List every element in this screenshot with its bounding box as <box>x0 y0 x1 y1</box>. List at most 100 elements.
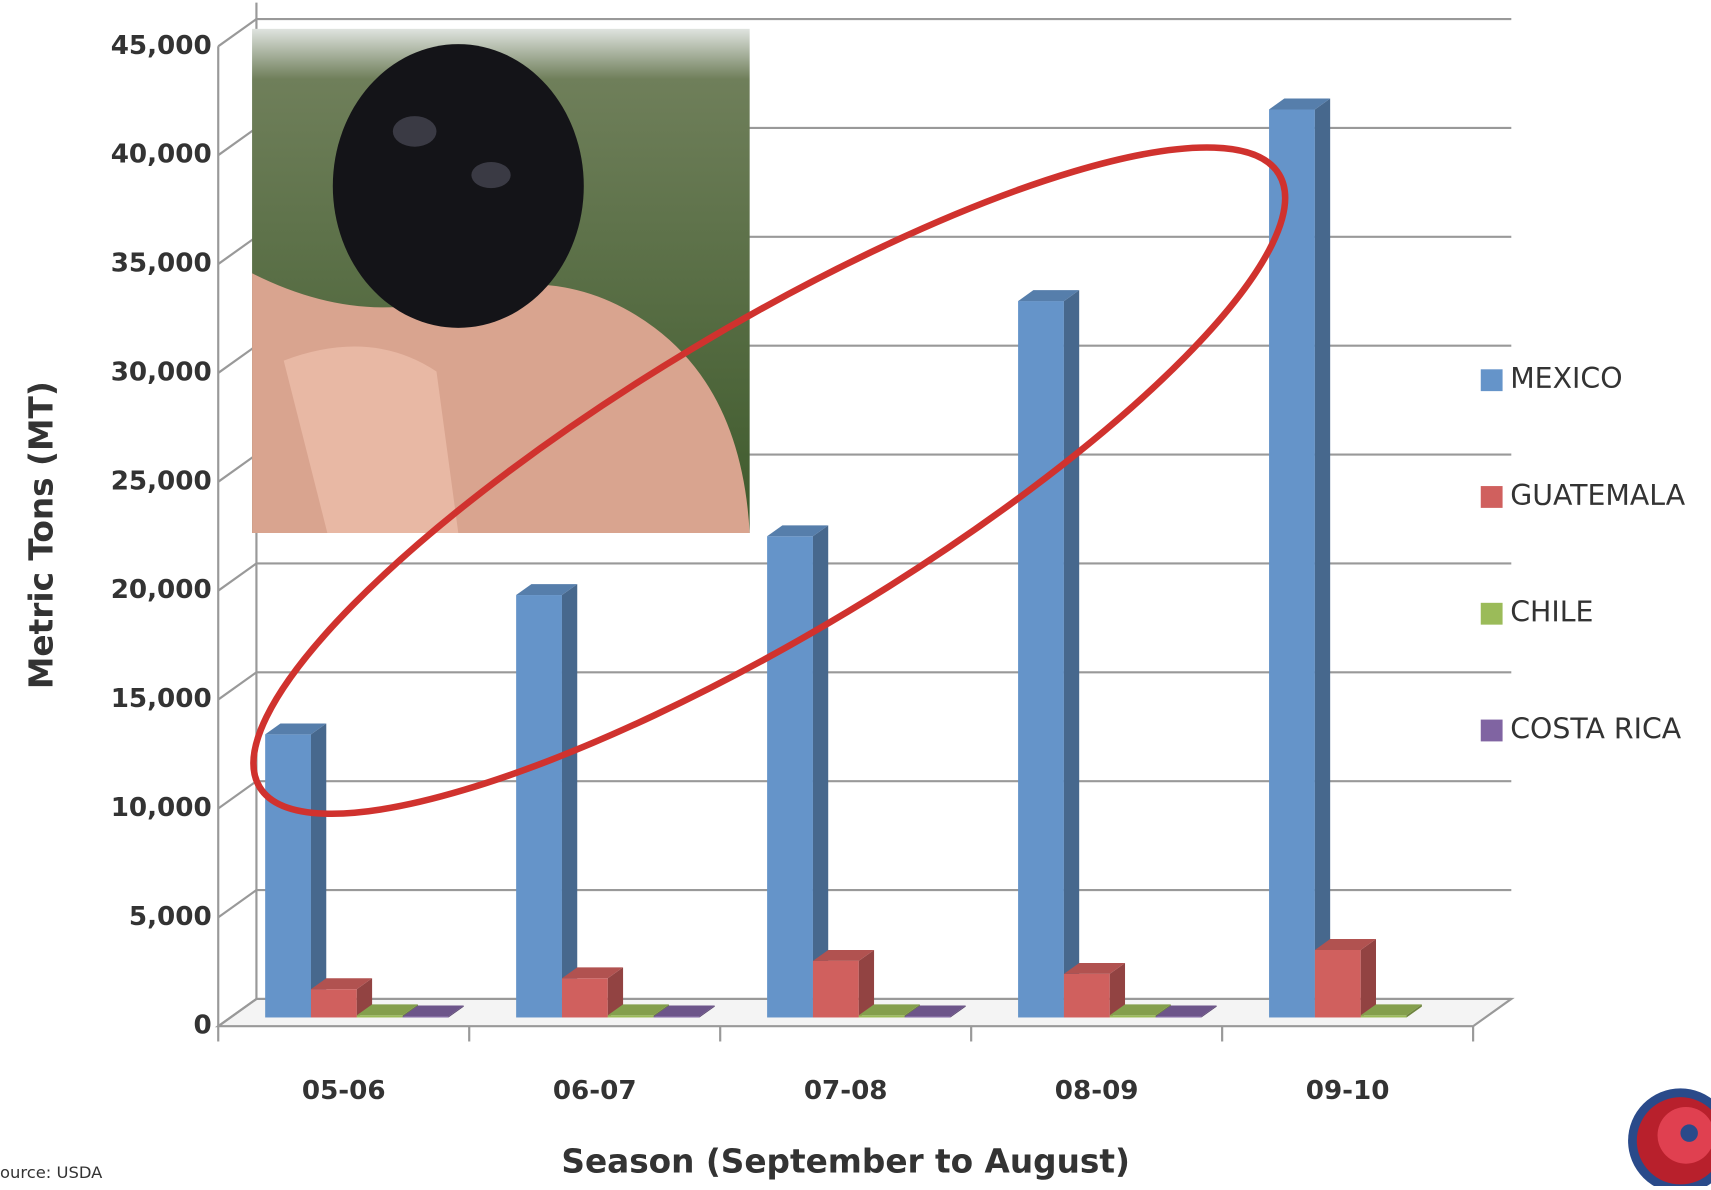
bar-top <box>812 949 875 961</box>
bar-side <box>950 1005 966 1018</box>
bar-front <box>607 1015 654 1018</box>
bar-front <box>904 1016 951 1018</box>
source-note: ource: USDA <box>0 1163 103 1182</box>
bar-top <box>356 1004 418 1016</box>
bar <box>1063 963 1126 1018</box>
y-tick-mark <box>217 889 258 919</box>
bar-top <box>858 1004 920 1016</box>
bar-front <box>1063 973 1110 1018</box>
bar-front <box>1314 949 1361 1018</box>
bar-front <box>1109 1015 1156 1018</box>
bar-top <box>1314 939 1377 950</box>
y-tick-label: 10,000 <box>111 793 212 823</box>
plot-area: 0 5,000 10,000 15,000 20,000 25,000 30,000 35,0… <box>111 2 1515 1106</box>
highlight-ellipse <box>250 144 1289 817</box>
legend-swatch <box>1480 602 1503 625</box>
bar-top <box>1155 1005 1217 1017</box>
bar-top <box>767 525 829 537</box>
y-tick-mark <box>217 562 258 592</box>
bar-top <box>402 1005 464 1017</box>
bar-top <box>310 978 373 990</box>
photo <box>252 28 750 533</box>
y-tick-mark <box>217 671 258 701</box>
bar-top <box>516 584 578 596</box>
bar-front <box>1155 1016 1202 1018</box>
bar-top <box>265 723 327 735</box>
bar-side <box>1109 963 1126 1018</box>
bar <box>1155 1005 1217 1018</box>
y-tick-label: 5,000 <box>129 902 212 932</box>
bar-top <box>1109 1004 1171 1016</box>
bar-top <box>1269 98 1331 110</box>
bar <box>561 967 624 1018</box>
bar <box>812 949 875 1018</box>
legend-swatch <box>1480 486 1503 508</box>
y-tick-label: 20,000 <box>111 575 212 605</box>
y-tick-label: 35,000 <box>111 249 212 279</box>
x-tick-label: 06-07 <box>553 1076 637 1106</box>
y-tick-label: 30,000 <box>111 357 212 387</box>
bar-front <box>767 536 813 1018</box>
y-tick-mark <box>217 453 258 483</box>
bar-front <box>1018 301 1064 1018</box>
bar-front <box>402 1016 449 1018</box>
bar-side <box>1314 98 1331 1018</box>
bar-front <box>516 595 562 1018</box>
x-axis-title: Season (September to August) <box>561 1143 1130 1181</box>
bar-side <box>448 1005 464 1018</box>
bar <box>265 723 327 1018</box>
bar-side <box>1201 1005 1217 1018</box>
y-tick-label: 25,000 <box>111 466 212 496</box>
bar-front <box>1360 1015 1407 1018</box>
bar-side <box>1360 939 1377 1018</box>
x-tick-label: 09-10 <box>1306 1076 1390 1106</box>
bar-side <box>858 949 875 1018</box>
bar <box>516 584 578 1018</box>
x-tick-label: 07-08 <box>804 1076 888 1106</box>
y-tick-label: 40,000 <box>111 140 212 170</box>
bar <box>1314 939 1377 1018</box>
bar-top <box>1018 290 1080 302</box>
bar-top <box>904 1005 966 1017</box>
logo <box>1628 1088 1711 1190</box>
bar-side <box>310 723 327 1018</box>
bar <box>767 525 829 1018</box>
bar <box>904 1005 966 1018</box>
bar <box>310 978 373 1018</box>
bar-top <box>653 1005 715 1017</box>
bar-side <box>812 525 829 1018</box>
bar-side <box>1063 290 1080 1018</box>
bar-front <box>265 734 311 1018</box>
bar-front <box>1269 109 1315 1018</box>
bar-front <box>812 960 859 1018</box>
bar <box>402 1005 464 1018</box>
y-tick-mark <box>217 127 258 157</box>
bar-side <box>1406 1004 1422 1018</box>
bar-top <box>1063 963 1126 974</box>
y-tick-label: 0 <box>193 1011 211 1041</box>
legend-swatch <box>1480 369 1503 392</box>
y-tick-mark <box>217 780 258 810</box>
legend-label: COSTA RICA <box>1510 712 1682 745</box>
x-tick-label: 05-06 <box>302 1076 386 1106</box>
bar-side <box>607 967 624 1018</box>
bar <box>1018 290 1080 1018</box>
legend-swatch <box>1480 719 1503 742</box>
bar-top <box>561 967 624 979</box>
bar-side <box>561 584 578 1018</box>
bar-top <box>607 1004 669 1016</box>
bar-front <box>356 1015 403 1018</box>
y-tick-mark <box>217 344 258 374</box>
bar <box>653 1005 715 1018</box>
bar-front <box>310 989 357 1018</box>
legend-label: GUATEMALA <box>1510 479 1685 512</box>
bar <box>1269 98 1331 1018</box>
y-axis-title: Metric Tons (MT) <box>23 381 61 689</box>
y-tick-mark <box>217 18 258 48</box>
bar-front <box>561 978 608 1018</box>
bar-top <box>1360 1004 1422 1016</box>
bar <box>1360 1004 1422 1018</box>
x-tick-label: 08-09 <box>1055 1076 1139 1106</box>
y-tick-label: 45,000 <box>111 31 212 61</box>
